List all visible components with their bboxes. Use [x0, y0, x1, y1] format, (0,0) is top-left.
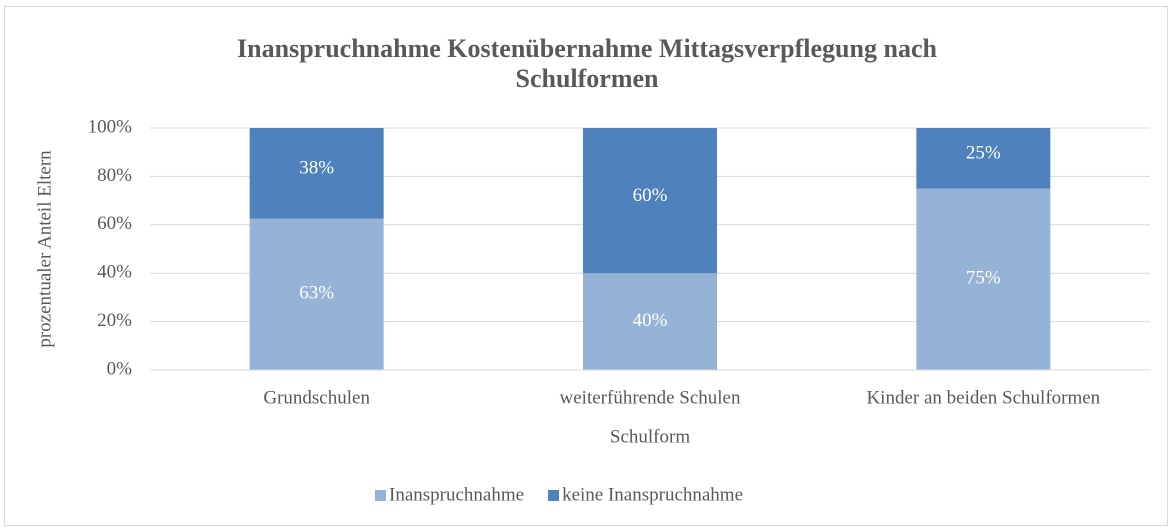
x-tick-label: Kinder an beiden Schulformen: [866, 387, 1100, 408]
y-tick-label: 80%: [97, 165, 132, 186]
legend-label: keine Inanspruchnahme: [562, 484, 743, 505]
y-tick-label: 100%: [88, 116, 133, 137]
legend-label: Inanspruchnahme: [389, 484, 524, 505]
bar-segment: [249, 128, 384, 219]
chart-title: Inanspruchnahme Kostenübernahme Mittagsv…: [237, 34, 937, 93]
chart-border: [4, 6, 1168, 526]
data-label: 38%: [299, 158, 334, 179]
y-tick-label: 0%: [107, 358, 133, 379]
legend-swatch: [548, 490, 560, 501]
data-label: 40%: [633, 310, 668, 331]
y-tick-label: 20%: [97, 310, 132, 331]
data-label: 25%: [966, 143, 1001, 164]
y-axis-label: prozentualer Anteil Eltern: [34, 150, 55, 348]
x-tick-label: Grundschulen: [263, 387, 370, 408]
bar-segment: [583, 128, 717, 274]
data-label: 75%: [966, 268, 1001, 289]
data-label: 63%: [299, 283, 334, 304]
bar-segment: [583, 273, 717, 370]
bar-segment: [916, 188, 1051, 370]
x-axis-label: Schulform: [610, 426, 690, 447]
x-tick-label: weiterführende Schulen: [560, 387, 741, 408]
bar-segment: [249, 218, 384, 370]
bar-segment: [916, 128, 1051, 189]
y-tick-label: 40%: [97, 262, 132, 283]
legend-swatch: [375, 490, 386, 501]
y-tick-label: 60%: [97, 213, 132, 234]
data-label: 60%: [633, 185, 668, 206]
